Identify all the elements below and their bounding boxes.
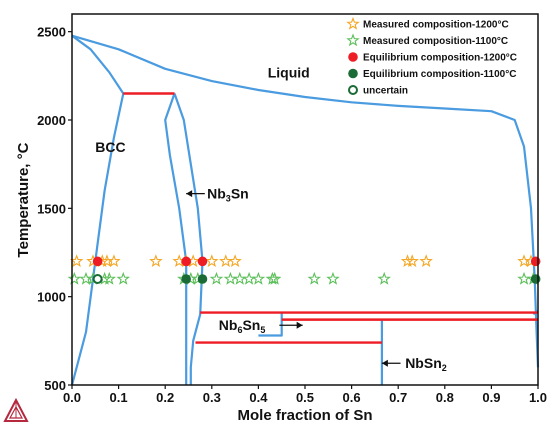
data-point	[530, 256, 541, 267]
data-point	[92, 274, 103, 284]
data-point	[228, 254, 242, 268]
data-point	[219, 254, 233, 268]
data-point	[377, 271, 391, 285]
legend-marker	[348, 68, 358, 79]
data-point	[223, 271, 238, 285]
legend-label: Equilibrium composition-1100°C	[363, 69, 516, 80]
data-point	[102, 271, 117, 285]
x-tick-label: 0.2	[156, 390, 174, 405]
phase-label-arrowhead	[381, 359, 388, 367]
phase-label-text: Sn	[242, 317, 260, 333]
x-tick-label: 0.3	[203, 390, 221, 405]
legend-label: Measured composition-1200°C	[363, 20, 509, 31]
data-point	[530, 274, 541, 284]
data-point	[67, 271, 82, 285]
legend-marker	[348, 52, 358, 62]
legend: Measured composition-1200°C Measured comp…	[346, 16, 517, 97]
data-point	[419, 254, 433, 268]
phase-label-text: Nb	[207, 186, 226, 202]
x-tick-label: 0.0	[63, 390, 81, 405]
x-tick-label: 1.0	[529, 390, 547, 405]
data-point	[149, 254, 163, 268]
x-tick-label: 0.6	[343, 390, 361, 405]
region-label: BCC	[95, 139, 125, 155]
data-point	[517, 271, 531, 285]
phase-boundary-curve	[70, 93, 125, 386]
y-tick-label: 500	[44, 378, 66, 393]
phase-label-subscript: 2	[442, 363, 447, 373]
phase-label: Nb6Sn5	[219, 317, 266, 335]
legend-label: Equilibrium composition-1200°C	[363, 53, 517, 64]
x-tick-label: 0.5	[296, 390, 314, 405]
phase-label-subscript: 6	[237, 325, 242, 335]
x-tick-label: 0.1	[110, 390, 128, 405]
corner-logo	[3, 397, 29, 422]
x-axis-title: Mole fraction of Sn	[238, 407, 373, 424]
phase-label-subscript: 5	[260, 325, 265, 335]
data-point	[209, 271, 224, 285]
legend-marker	[346, 16, 360, 30]
data-markers	[67, 254, 541, 285]
data-point	[181, 256, 191, 267]
y-axis-title: Temperature, °C	[15, 142, 32, 257]
data-point	[400, 254, 415, 268]
x-axis-ticks: 0.0 0.1 0.2 0.3 0.4 0.5 0.6 0.7 0.8 0.9 1.0	[63, 385, 547, 405]
data-point	[197, 274, 208, 284]
x-tick-label: 0.8	[436, 390, 454, 405]
data-point	[69, 254, 84, 268]
x-tick-label: 0.9	[482, 390, 500, 405]
legend-label: uncertain	[363, 86, 408, 97]
legend-label: Measured composition-1100°C	[363, 36, 508, 47]
phase-label-text: NbSn	[405, 355, 442, 371]
x-tick-label: 0.7	[389, 390, 407, 405]
y-tick-label: 2500	[37, 25, 66, 40]
phase-label-text: Sn	[231, 186, 249, 202]
data-point	[326, 271, 340, 285]
invariant-lines	[123, 92, 538, 344]
data-point	[181, 274, 191, 284]
legend-marker	[348, 85, 358, 95]
y-tick-label: 1000	[37, 290, 66, 305]
data-point	[205, 254, 219, 268]
data-point	[307, 271, 322, 285]
data-point	[116, 271, 130, 285]
phase-label-arrowhead	[186, 190, 193, 198]
legend-marker	[346, 33, 360, 47]
data-point	[267, 271, 282, 285]
phase-boundary-curve	[173, 93, 204, 385]
phase-boundary-curve	[164, 93, 188, 385]
phase-label: Nb3Sn	[207, 186, 249, 204]
y-tick-label: 1500	[37, 201, 66, 216]
data-point	[405, 254, 419, 268]
phase-label: NbSn2	[405, 355, 447, 373]
data-point	[197, 256, 208, 267]
y-axis-ticks: 500 1000 1500 2000 2500	[37, 25, 72, 393]
data-point	[92, 256, 103, 267]
phase-boundary-curves	[70, 34, 540, 386]
data-point	[233, 271, 247, 285]
region-label: Liquid	[268, 65, 310, 81]
data-point	[107, 254, 121, 268]
data-point	[251, 271, 266, 285]
y-tick-label: 2000	[37, 113, 66, 128]
phase-boundary-curve	[71, 34, 125, 95]
phase-label-text: Nb	[219, 317, 238, 333]
data-point	[242, 271, 256, 285]
phase-boundary-curve	[71, 34, 540, 368]
x-tick-label: 0.4	[249, 390, 268, 405]
phase-label-arrowhead	[296, 321, 303, 329]
phase-label-subscript: 3	[226, 194, 231, 204]
